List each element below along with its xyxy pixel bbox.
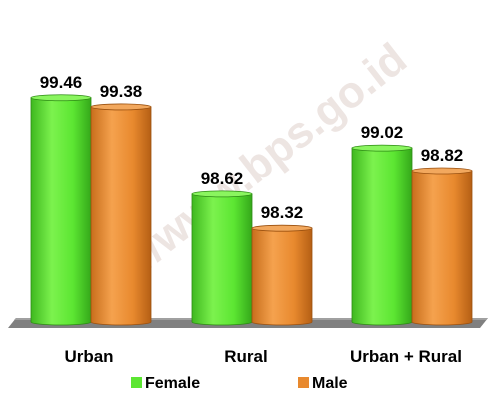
- bar-top-urban-rural-male: [411, 167, 473, 175]
- legend: Female Male: [131, 375, 348, 392]
- value-label-urban-female: 99.46: [40, 73, 83, 92]
- value-label-rural-male: 98.32: [261, 203, 304, 222]
- legend-swatch-male: [298, 377, 309, 388]
- legend-label-male: Male: [312, 375, 348, 392]
- bar-rural-female: [191, 193, 253, 326]
- category-label-rural: Rural: [224, 347, 267, 366]
- value-label-urban-rural-male: 98.82: [421, 146, 464, 165]
- bar-urban-female: [30, 97, 92, 326]
- legend-label-female: Female: [145, 375, 200, 392]
- category-label-urban: Urban: [64, 347, 113, 366]
- value-label-urban-rural-female: 99.02: [361, 123, 404, 142]
- value-label-rural-female: 98.62: [201, 169, 244, 188]
- value-label-urban-male: 99.38: [100, 82, 143, 101]
- bar-top-urban-rural-female: [351, 144, 413, 152]
- value-labels-group: 99.46 99.38 98.62 98.32 99.02 98.82: [40, 73, 464, 222]
- bar-urban-male: [90, 106, 152, 326]
- legend-swatch-female: [131, 377, 142, 388]
- bar-top-rural-female: [191, 190, 253, 198]
- bar-top-urban-male: [90, 103, 152, 111]
- bar-top-urban-female: [30, 94, 92, 102]
- bar-top-rural-male: [251, 224, 313, 232]
- category-label-urban-rural: Urban + Rural: [350, 347, 462, 366]
- bar-rural-male: [251, 227, 313, 326]
- bars-group: [30, 94, 473, 326]
- bar-urban-rural-male: [411, 170, 473, 326]
- bar-urban-rural-female: [351, 147, 413, 326]
